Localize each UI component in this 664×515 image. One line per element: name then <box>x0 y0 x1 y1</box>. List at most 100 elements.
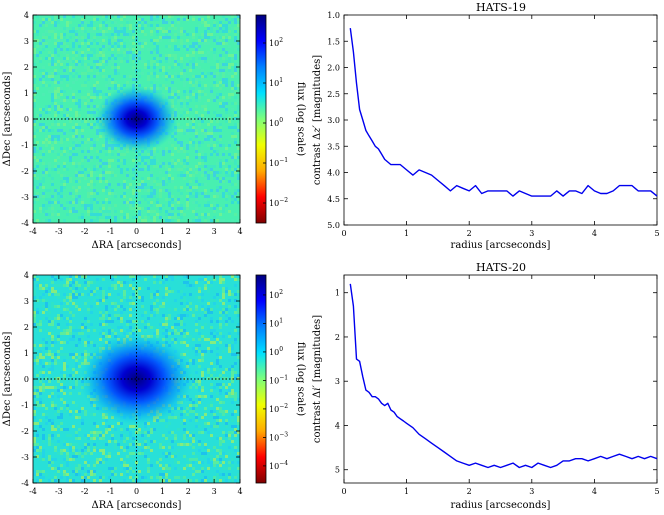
y-tick-label: 1 <box>24 349 29 358</box>
colorbar-ticks: 102 101 100 10−1 10−2 <box>263 37 288 208</box>
colorbar-tick-label: 10−1 <box>269 157 288 168</box>
chart-title: HATS-19 <box>476 1 526 14</box>
x-axis-label: ΔRA [arcseconds] <box>92 500 182 511</box>
x-tick-label: 4 <box>592 487 597 496</box>
colorbar-tick-label: 10−1 <box>269 374 288 385</box>
x-tick-label: 1 <box>160 227 165 236</box>
colorbar-gradient <box>255 14 267 224</box>
colorbar-tick-label: 102 <box>269 37 283 48</box>
y-tick-label: 3.5 <box>327 142 340 151</box>
y-tick-label: 0 <box>24 375 29 384</box>
x-axis-label: ΔRA [arcseconds] <box>92 240 182 251</box>
colorbar-tick-label: 101 <box>269 317 283 328</box>
y-tick-label: 5.0 <box>327 221 340 230</box>
y-tick-label: 1.0 <box>327 11 340 20</box>
hats19-image-panel: -4 -3 -2 -1 0 1 2 3 4 -4 -3 -2 -1 0 1 2 3 4 ΔRA [arcsecon… <box>2 11 306 251</box>
y-tick-label: 1 <box>24 89 29 98</box>
colorbar-tick-label: 10−4 <box>269 460 288 471</box>
x-tick-label: -3 <box>55 227 63 236</box>
x-tick-label: -3 <box>55 487 63 496</box>
x-tick-label: 1 <box>404 487 409 496</box>
y-tick-label: -3 <box>21 453 29 462</box>
y-tick-label: 1 <box>335 289 340 298</box>
x-tick-label: 2 <box>467 229 472 238</box>
y-tick-label: 2 <box>335 333 340 342</box>
image-axis-ticks: -4 -3 -2 -1 0 1 2 3 4 -4 -3 -2 -1 0 1 2 3 4 <box>21 11 242 236</box>
x-tick-label: -2 <box>81 487 89 496</box>
x-axis-label: radius [arcseconds] <box>451 500 551 511</box>
colorbar-tick-label: 10−2 <box>269 197 288 208</box>
colorbar: 102 101 100 10−1 10−2 10−3 10−4 flux (log scal… <box>255 274 306 484</box>
y-axis-label-main: contrast Δ <box>312 133 323 185</box>
colorbar-ticks: 102 101 100 10−1 10−2 10−3 10−4 <box>263 289 288 471</box>
psf-core <box>95 85 178 153</box>
y-tick-label: 3 <box>24 297 29 306</box>
x-tick-label: -1 <box>107 227 115 236</box>
y-tick-label: 4 <box>335 421 340 430</box>
colorbar-tick-label: 100 <box>269 346 283 357</box>
x-tick-label: -2 <box>81 227 89 236</box>
x-tick-label: 2 <box>186 227 191 236</box>
x-tick-label: 4 <box>237 227 242 236</box>
x-tick-label: 5 <box>654 487 659 496</box>
x-tick-label: -4 <box>29 227 37 236</box>
x-tick-label: -1 <box>107 487 115 496</box>
y-tick-label: 2 <box>24 323 29 332</box>
y-tick-label: 1.5 <box>327 37 340 46</box>
y-axis-label: contrast Δz′ [magnitudes] <box>312 55 323 185</box>
y-tick-label: -2 <box>21 167 29 176</box>
x-tick-label: 0 <box>341 487 346 496</box>
x-tick-label: 1 <box>160 487 165 496</box>
colorbar-gradient <box>255 274 267 484</box>
y-tick-label: 3.0 <box>327 116 340 125</box>
plot-area <box>343 14 658 226</box>
y-tick-label: -2 <box>21 427 29 436</box>
y-axis-label: ΔDec [arcseconds] <box>2 72 13 167</box>
x-tick-label: 5 <box>654 229 659 238</box>
colorbar-label: flux (log scale) <box>295 342 306 416</box>
y-tick-label: 3 <box>335 377 340 386</box>
y-tick-label: -1 <box>21 401 29 410</box>
colorbar-tick-label: 102 <box>269 289 283 300</box>
x-axis-label: radius [arcseconds] <box>451 240 551 251</box>
y-tick-label: 3 <box>24 37 29 46</box>
axis-ticks: 0 1 2 3 4 5 1 2 3 4 5 <box>335 275 660 496</box>
contrast-curve-line <box>349 283 658 469</box>
colorbar: 102 101 100 10−1 10−2 flux (log scale) <box>255 14 306 224</box>
y-axis-label: ΔDec [arcseconds] <box>2 332 13 427</box>
y-tick-label: -4 <box>21 219 29 228</box>
y-axis-label-unit: [magnitudes] <box>312 315 323 385</box>
contrast-curve-line <box>349 28 658 197</box>
plot-area <box>343 274 658 484</box>
y-tick-label: 2 <box>24 63 29 72</box>
image-axis-ticks: -4 -3 -2 -1 0 1 2 3 4 -4 -3 -2 -1 0 1 2 3 4 <box>21 271 242 496</box>
x-tick-label: 4 <box>237 487 242 496</box>
hats20-image-panel: -4 -3 -2 -1 0 1 2 3 4 -4 -3 -2 -1 0 1 2 3 4 ΔRA [arcsecon… <box>2 271 306 511</box>
y-axis-label-band: z′ <box>312 125 323 134</box>
y-axis-label-unit: [magnitudes] <box>312 55 323 125</box>
x-tick-label: 3 <box>212 227 217 236</box>
x-tick-label: 3 <box>529 487 534 496</box>
y-axis-label: contrast Δi′ [magnitudes] <box>312 315 323 443</box>
x-tick-label: 2 <box>467 487 472 496</box>
y-tick-label: -4 <box>21 479 29 488</box>
colorbar-tick-label: 10−3 <box>269 431 288 442</box>
y-tick-label: 2.0 <box>327 64 340 73</box>
axis-ticks: 0 1 2 3 4 5 1.0 1.5 2.0 2.5 3.0 3.5 4.0 4.5 5.0 <box>327 11 659 238</box>
y-axis-label-band: i′ <box>312 385 323 391</box>
colorbar-tick-label: 10−2 <box>269 403 288 414</box>
colorbar-label: flux (log scale) <box>295 82 306 156</box>
x-tick-label: 3 <box>529 229 534 238</box>
y-axis-label-main: contrast Δ <box>312 391 323 443</box>
x-tick-label: 0 <box>341 229 346 238</box>
x-tick-label: -4 <box>29 487 37 496</box>
y-tick-label: -1 <box>21 141 29 150</box>
x-tick-label: 4 <box>592 229 597 238</box>
colorbar-tick-label: 100 <box>269 117 283 128</box>
chart-title: HATS-20 <box>476 261 526 274</box>
y-tick-label: 4 <box>24 11 29 20</box>
x-tick-label: 3 <box>212 487 217 496</box>
image-psf-core <box>95 85 178 153</box>
